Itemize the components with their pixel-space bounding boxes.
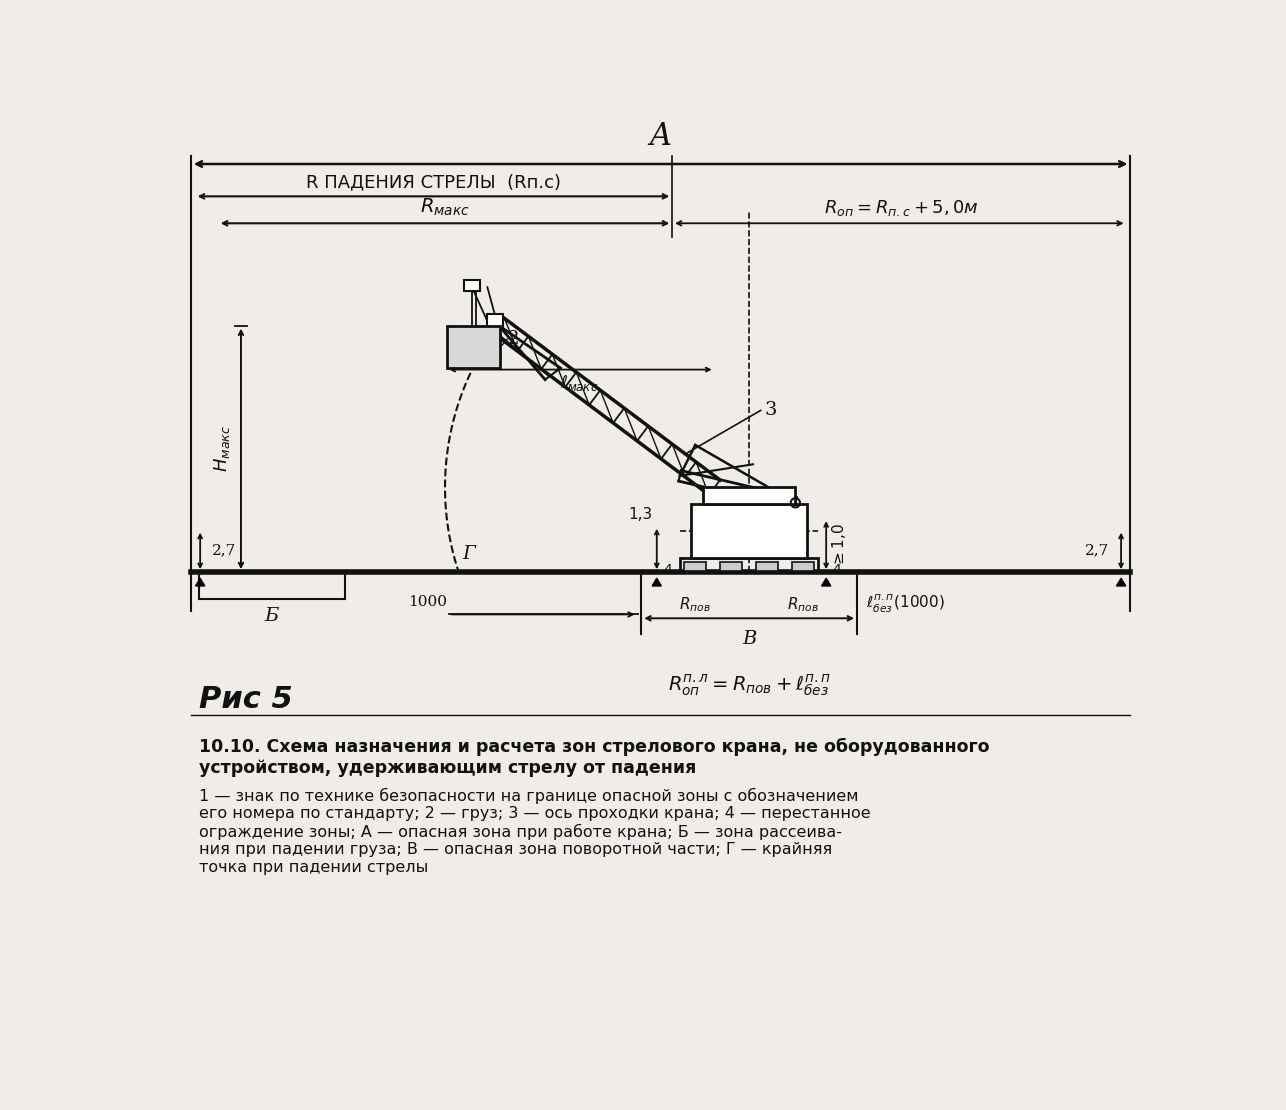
Text: A: A: [649, 121, 671, 152]
Polygon shape: [720, 562, 742, 571]
Polygon shape: [652, 578, 661, 586]
Text: $R_{оп} = R_{п.с} +5,0м$: $R_{оп} = R_{п.с} +5,0м$: [824, 198, 979, 218]
Polygon shape: [792, 562, 814, 571]
Polygon shape: [692, 504, 806, 558]
Text: 3: 3: [765, 402, 777, 420]
Text: $\geq$1,0: $\geq$1,0: [829, 523, 847, 567]
Text: $\ell_{макс.}$: $\ell_{макс.}$: [561, 373, 601, 393]
Text: $R_{пов}$: $R_{пов}$: [787, 595, 819, 614]
Text: 1000: 1000: [409, 595, 448, 609]
Polygon shape: [195, 578, 204, 586]
Text: 2,7: 2,7: [1085, 544, 1110, 557]
Text: $R_{оп}^{п.л} = R_{пов} + \ell_{без}^{п.п}$: $R_{оп}^{п.л} = R_{пов} + \ell_{без}^{п.…: [667, 673, 831, 698]
Text: Б: Б: [265, 607, 279, 625]
Polygon shape: [684, 562, 706, 571]
Text: $R_{пов}$: $R_{пов}$: [679, 595, 711, 614]
Polygon shape: [822, 578, 831, 586]
Text: $\ell_{без}^{п.п}(1000)$: $\ell_{без}^{п.п}(1000)$: [867, 594, 945, 615]
Polygon shape: [756, 562, 778, 571]
Text: В: В: [742, 629, 756, 648]
Polygon shape: [1116, 578, 1125, 586]
Text: 2,7: 2,7: [212, 544, 235, 557]
Polygon shape: [703, 487, 795, 504]
Polygon shape: [464, 280, 480, 291]
Text: R ПАДЕНИЯ СТРЕЛЫ  (Rп.с): R ПАДЕНИЯ СТРЕЛЫ (Rп.с): [306, 173, 561, 191]
Text: Г: Г: [463, 545, 476, 563]
Text: 2: 2: [508, 330, 520, 349]
Text: 4: 4: [662, 563, 671, 576]
Text: $H_{макс}$: $H_{макс}$: [212, 425, 231, 473]
Text: 4: 4: [832, 563, 841, 576]
Text: 10.10. Схема назначения и расчета зон стрелового крана, не оборудованного
устрой: 10.10. Схема назначения и расчета зон ст…: [198, 738, 989, 777]
Text: $R_{макс}$: $R_{макс}$: [421, 196, 469, 218]
Polygon shape: [487, 314, 503, 330]
Polygon shape: [446, 325, 500, 369]
Text: 1 — знак по технике безопасности на границе опасной зоны с обозначением
его номе: 1 — знак по технике безопасности на гран…: [198, 788, 871, 875]
Text: 1,3: 1,3: [629, 507, 653, 522]
Text: Рис 5: Рис 5: [198, 685, 292, 714]
